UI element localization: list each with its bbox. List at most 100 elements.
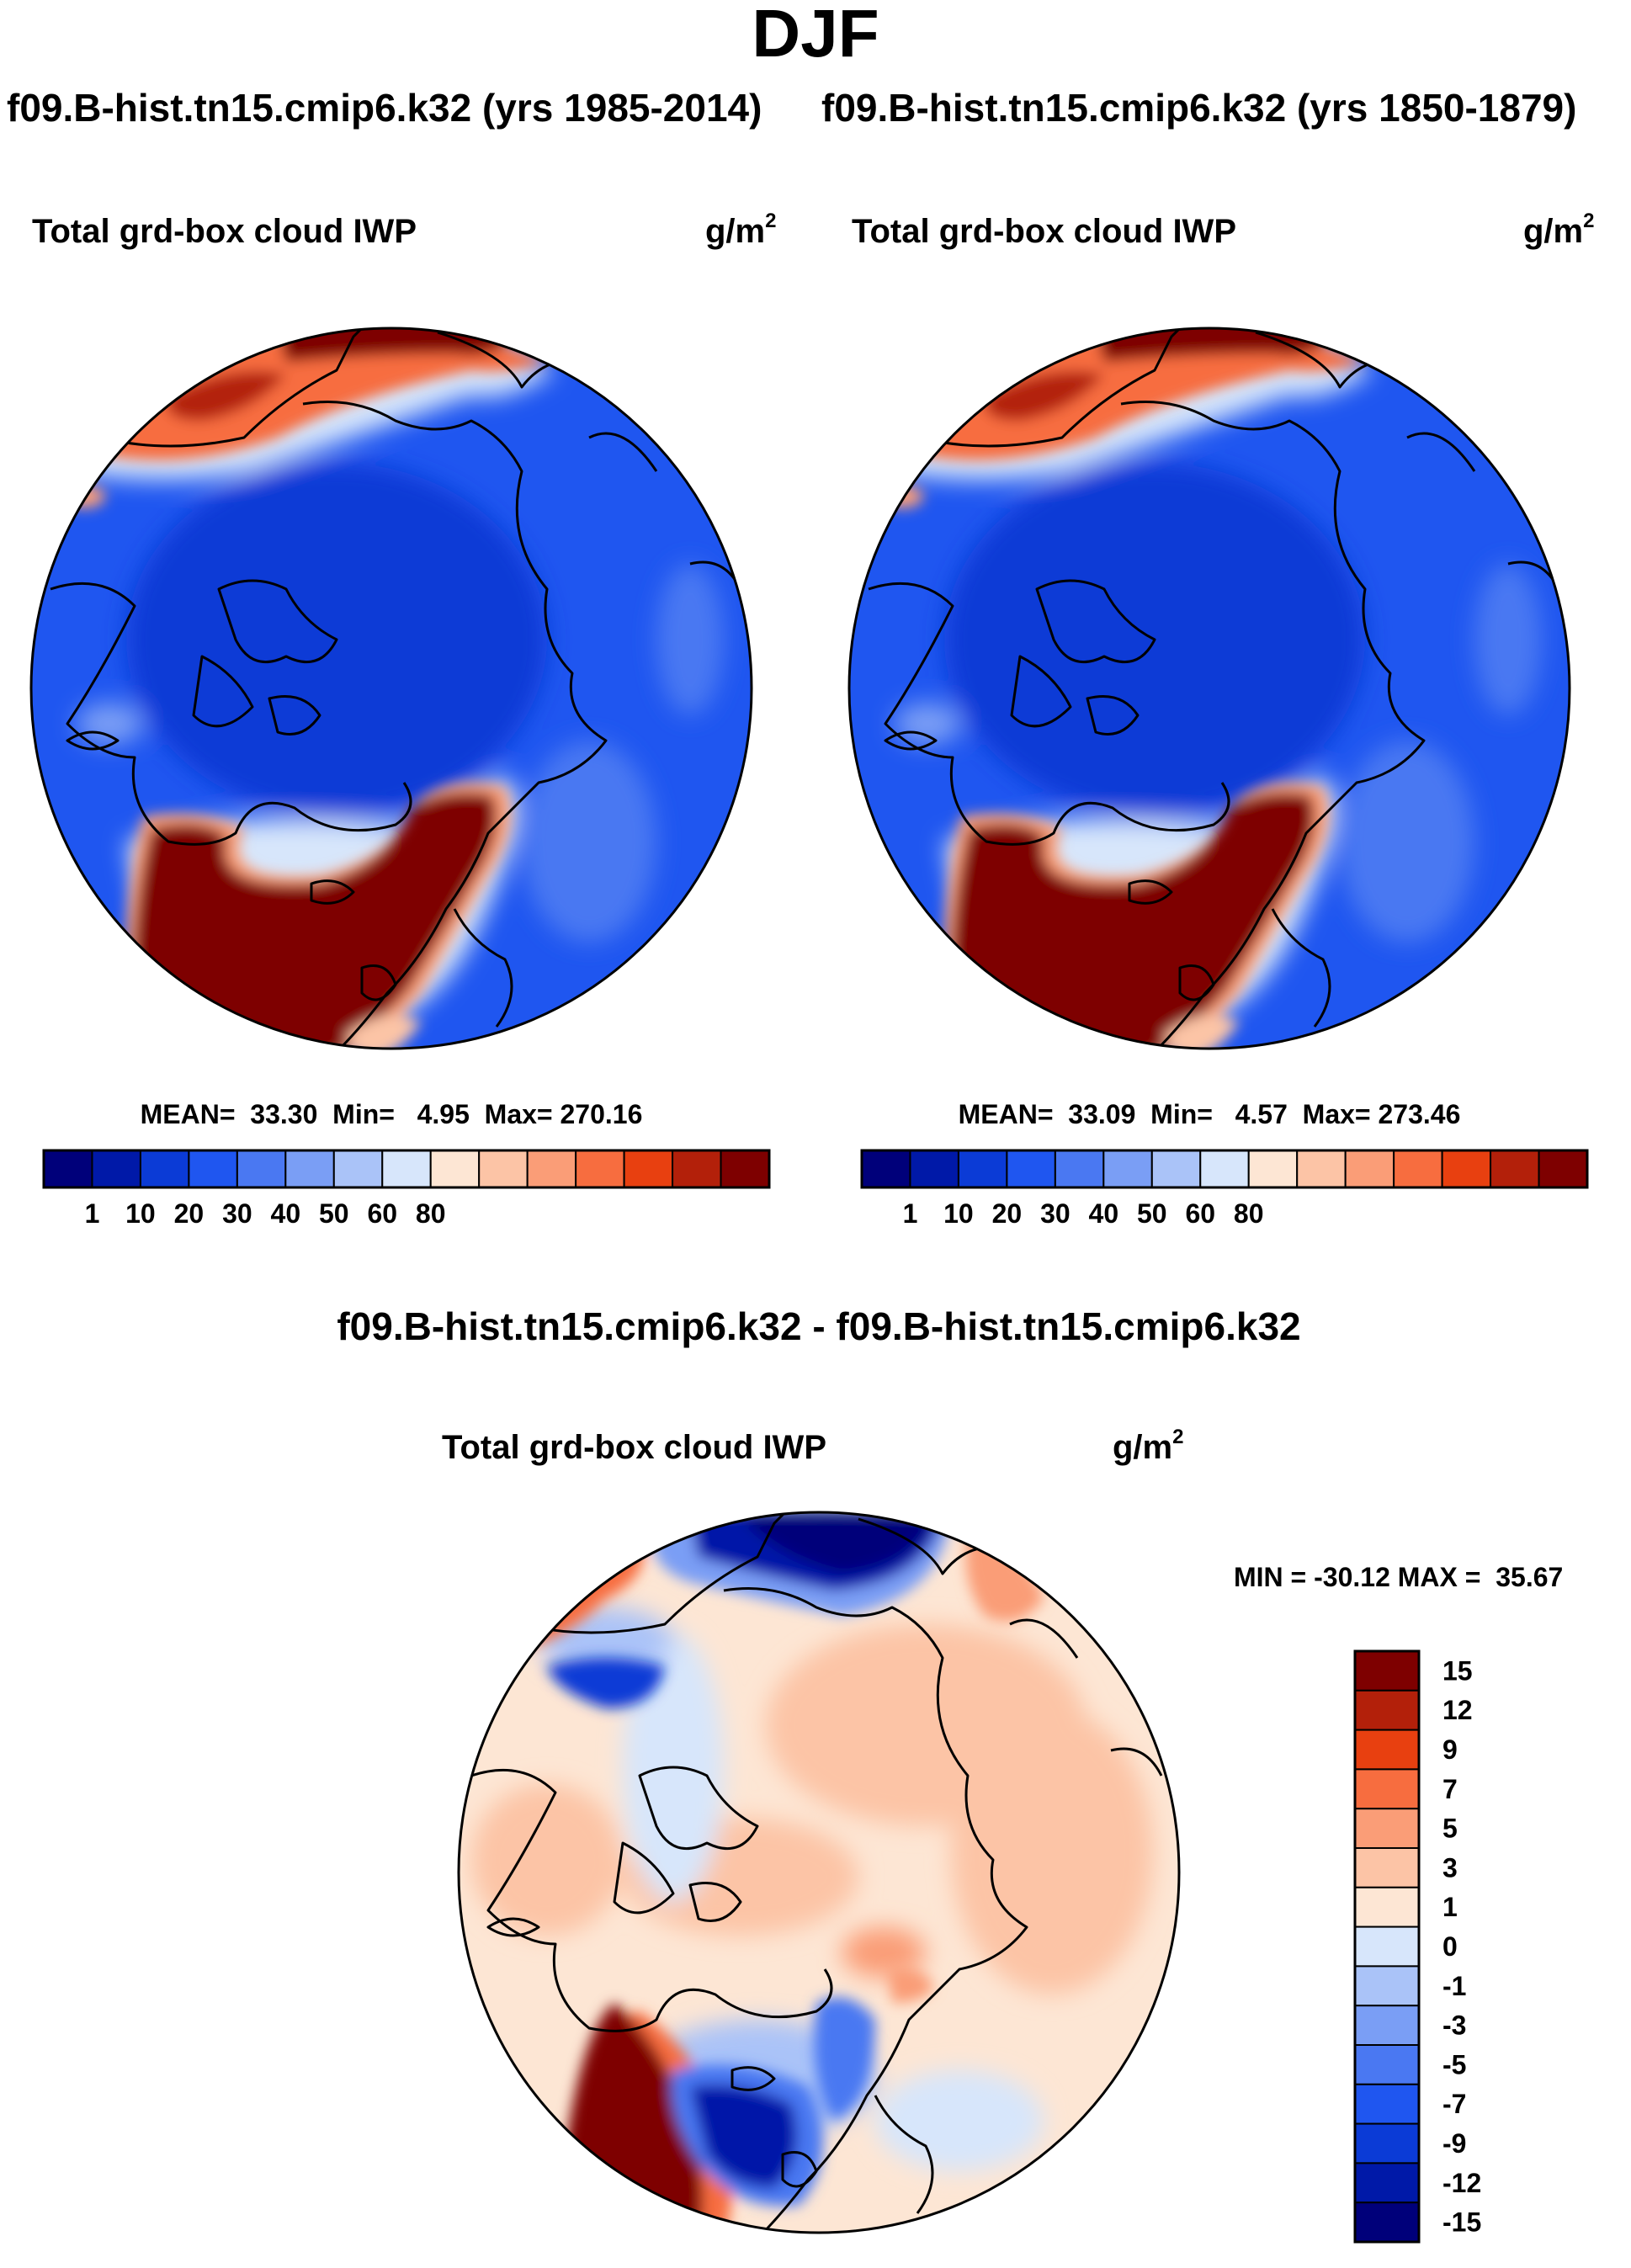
panel-1-colorbar-swatch xyxy=(284,1150,335,1188)
panel-2-colorbar-swatch xyxy=(1538,1150,1588,1188)
difference-colorbar: 15 12 9 7 5 3 1 0 -1 -3 -5 -7 -9 -12 -15 xyxy=(1353,1649,1481,2244)
difference-title: f09.B-hist.tn15.cmip6.k32 - f09.B-hist.t… xyxy=(337,1304,1300,1348)
difference-colorbar-swatch xyxy=(1354,1729,1420,1771)
panel-1-colorbar-tick-label: 80 xyxy=(416,1198,446,1229)
difference-colorbar-tick-label: 1 xyxy=(1442,1892,1458,1922)
difference-colorbar-swatch xyxy=(1354,1925,1420,1968)
panel-1-colorbar: 1 10 20 30 40 50 60 80 xyxy=(42,1149,771,1229)
difference-colorbar-frame xyxy=(1353,1649,1421,2244)
difference-variable: Total grd-box cloud IWP xyxy=(442,1429,826,1466)
difference-colorbar-swatch xyxy=(1354,2044,1420,2085)
difference-colorbar-tick-label: 7 xyxy=(1442,1774,1458,1804)
panel-2-colorbar-swatch xyxy=(1441,1150,1492,1188)
panel-1-colorbar-tick-label: 40 xyxy=(271,1198,301,1229)
panel-2-colorbar-swatch xyxy=(909,1150,959,1188)
panel-2-units: g/m2 xyxy=(1523,210,1594,250)
difference-colorbar-swatch xyxy=(1354,2202,1420,2243)
panel-2-colorbar-swatch xyxy=(1150,1150,1202,1188)
panel-2-colorbar-swatch xyxy=(1006,1150,1056,1188)
difference-colorbar-swatch xyxy=(1354,1886,1420,1928)
difference-colorbar-swatch xyxy=(1354,2162,1420,2204)
panel-2-colorbar-swatch xyxy=(1102,1150,1153,1188)
panel-2-colorbar-tick-label: 1 xyxy=(903,1198,918,1229)
difference-colorbar-tick-label: -12 xyxy=(1442,2168,1481,2198)
difference-colorbar-swatch xyxy=(1354,1650,1420,1692)
difference-colorbar-tick-label: 0 xyxy=(1442,1931,1458,1962)
panel-1-colorbar-tick-label: 10 xyxy=(125,1198,156,1229)
panel-2-variable: Total grd-box cloud IWP xyxy=(852,213,1236,250)
difference-colorbar-swatch xyxy=(1354,2122,1420,2164)
panel-1-colorbar-swatch xyxy=(381,1150,432,1188)
panel-1-colorbar-swatch xyxy=(526,1150,577,1188)
panel-2-colorbar-tick-label: 20 xyxy=(992,1198,1023,1229)
panel-2-map xyxy=(849,328,1570,1049)
difference-colorbar-tick-label: 12 xyxy=(1442,1695,1473,1725)
panel-2-stats: MEAN= 33.09 Min= 4.57 Max= 273.46 xyxy=(959,1099,1461,1129)
difference-coastlines xyxy=(470,1512,1163,2233)
panel-2-colorbar-tick-label: 80 xyxy=(1234,1198,1264,1229)
panel-2-colorbar-swatch xyxy=(1054,1150,1105,1188)
panel-1-colorbar-frame xyxy=(42,1149,771,1189)
panel-1-colorbar-tick-label: 1 xyxy=(85,1198,100,1229)
difference-colorbar-tick-label: -3 xyxy=(1442,2010,1466,2041)
season-title: DJF xyxy=(752,0,879,71)
panel-1-map xyxy=(31,328,752,1049)
panel-2-colorbar-swatch xyxy=(861,1150,911,1188)
panel-1-colorbar-swatch xyxy=(188,1150,238,1188)
panel-2-colorbar-tick-label: 40 xyxy=(1089,1198,1119,1229)
panel-1-colorbar-swatch xyxy=(43,1150,93,1188)
panel-2-colorbar-swatch xyxy=(1199,1150,1250,1188)
panel-1-colorbar-tick-label: 60 xyxy=(367,1198,397,1229)
difference-colorbar-swatch xyxy=(1354,1808,1420,1849)
header-right: f09.B-hist.tn15.cmip6.k32 (yrs 1850-1879… xyxy=(821,86,1577,130)
difference-colorbar-swatch xyxy=(1354,2005,1420,2046)
panel-1-colorbar-tick-label: 20 xyxy=(174,1198,205,1229)
panel-2-colorbar-tick-label: 30 xyxy=(1040,1198,1071,1229)
panel-2-colorbar-frame xyxy=(860,1149,1589,1189)
panel-1-colorbar-swatch xyxy=(720,1150,770,1188)
header-left: f09.B-hist.tn15.cmip6.k32 (yrs 1985-2014… xyxy=(7,86,762,130)
panel-2-colorbar-swatch xyxy=(1393,1150,1443,1188)
panel-1-colorbar-swatch xyxy=(575,1150,625,1188)
difference-colorbar-tick-label: 3 xyxy=(1442,1852,1458,1883)
difference-colorbar-swatch xyxy=(1354,1768,1420,1810)
panel-2-colorbar: 1 10 20 30 40 50 60 80 xyxy=(860,1149,1589,1229)
panel-1-colorbar-swatch xyxy=(623,1150,674,1188)
panel-1-coastlines xyxy=(50,328,742,1049)
panel-2-colorbar-swatch xyxy=(957,1150,1008,1188)
difference-colorbar-tick-label: 9 xyxy=(1442,1734,1458,1765)
difference-map xyxy=(459,1512,1179,2233)
panel-2-colorbar-tick-label: 50 xyxy=(1137,1198,1167,1229)
panel-2-colorbar-swatch xyxy=(1490,1150,1540,1188)
difference-colorbar-tick-label: -1 xyxy=(1442,1971,1466,2001)
panel-1-colorbar-swatch xyxy=(332,1150,384,1188)
panel-2-colorbar-swatch xyxy=(1247,1150,1299,1188)
difference-colorbar-swatch xyxy=(1354,1689,1420,1731)
panel-1-colorbar-swatch xyxy=(236,1150,287,1188)
panel-2-colorbar-swatch xyxy=(1344,1150,1395,1188)
panel-1-units: g/m2 xyxy=(705,210,776,250)
difference-colorbar-tick-label: -15 xyxy=(1442,2207,1481,2238)
panel-2-colorbar-tick-label: 60 xyxy=(1185,1198,1215,1229)
difference-colorbar-tick-label: 5 xyxy=(1442,1814,1458,1844)
panel-2-colorbar-tick-label: 10 xyxy=(943,1198,974,1229)
panel-1-colorbar-tick-label: 50 xyxy=(319,1198,349,1229)
difference-panel: f09.B-hist.tn15.cmip6.k32 - f09.B-hist.t… xyxy=(337,1304,1563,2244)
difference-colorbar-swatch xyxy=(1354,1965,1420,2007)
difference-colorbar-tick-label: 15 xyxy=(1442,1655,1473,1686)
difference-units: g/m2 xyxy=(1113,1426,1183,1466)
difference-colorbar-tick-label: -9 xyxy=(1442,2128,1466,2159)
panel-1-colorbar-swatch xyxy=(478,1150,529,1188)
panel-2-coastlines xyxy=(868,328,1560,1049)
difference-minmax: MIN = -30.12 MAX = 35.67 xyxy=(1234,1562,1563,1592)
difference-colorbar-swatch xyxy=(1354,1847,1420,1888)
panel-2: Total grd-box cloud IWP g/m2 xyxy=(847,210,1594,1229)
panel-1-variable: Total grd-box cloud IWP xyxy=(32,213,417,250)
panel-1-colorbar-tick-label: 30 xyxy=(222,1198,252,1229)
panel-1-colorbar-swatch xyxy=(139,1150,190,1188)
panel-1: Total grd-box cloud IWP g/m2 xyxy=(29,210,776,1229)
panel-1-colorbar-swatch xyxy=(672,1150,722,1188)
difference-colorbar-tick-label: -7 xyxy=(1442,2089,1466,2119)
panel-1-stats: MEAN= 33.30 Min= 4.95 Max= 270.16 xyxy=(141,1099,643,1129)
